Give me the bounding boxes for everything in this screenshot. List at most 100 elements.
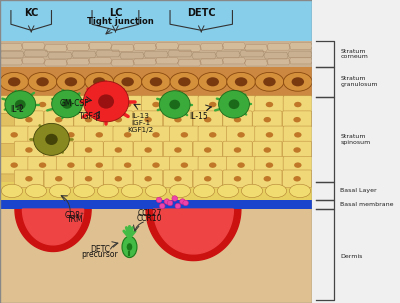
FancyBboxPatch shape: [141, 126, 171, 144]
Polygon shape: [168, 50, 192, 57]
Ellipse shape: [237, 132, 245, 138]
FancyBboxPatch shape: [226, 156, 256, 174]
Polygon shape: [96, 50, 120, 57]
Ellipse shape: [83, 81, 129, 122]
Ellipse shape: [114, 147, 122, 153]
Text: Dermis: Dermis: [340, 254, 362, 258]
Text: CCR10: CCR10: [137, 214, 162, 223]
FancyBboxPatch shape: [28, 156, 57, 174]
Ellipse shape: [235, 77, 247, 86]
Text: LC: LC: [109, 8, 122, 18]
FancyBboxPatch shape: [141, 156, 171, 174]
Ellipse shape: [234, 176, 241, 181]
FancyBboxPatch shape: [56, 126, 86, 144]
Bar: [0, 182, 312, 200]
FancyBboxPatch shape: [255, 156, 284, 174]
FancyBboxPatch shape: [198, 156, 227, 174]
Ellipse shape: [121, 184, 143, 198]
FancyBboxPatch shape: [134, 170, 163, 188]
Ellipse shape: [55, 117, 62, 122]
Bar: [15, 200, 22, 211]
FancyBboxPatch shape: [170, 96, 199, 113]
Polygon shape: [267, 58, 290, 65]
FancyBboxPatch shape: [223, 111, 252, 128]
Text: Stratum
granulosum: Stratum granulosum: [340, 76, 378, 87]
Ellipse shape: [85, 176, 92, 181]
Ellipse shape: [198, 72, 227, 91]
Ellipse shape: [294, 132, 302, 138]
Ellipse shape: [284, 72, 312, 91]
FancyBboxPatch shape: [163, 111, 192, 128]
Polygon shape: [144, 51, 168, 58]
Ellipse shape: [217, 184, 239, 198]
FancyBboxPatch shape: [163, 141, 192, 159]
FancyBboxPatch shape: [0, 126, 29, 144]
FancyBboxPatch shape: [283, 156, 312, 174]
Ellipse shape: [25, 117, 33, 122]
Bar: [0, 0, 312, 41]
Ellipse shape: [144, 117, 152, 122]
FancyBboxPatch shape: [113, 126, 142, 144]
FancyBboxPatch shape: [104, 141, 133, 159]
Ellipse shape: [49, 184, 71, 198]
FancyBboxPatch shape: [44, 141, 73, 159]
Ellipse shape: [5, 91, 36, 118]
Text: IL-13
IGF-1
KGF1/2: IL-13 IGF-1 KGF1/2: [127, 113, 154, 133]
Polygon shape: [222, 58, 246, 64]
Ellipse shape: [85, 117, 92, 122]
Ellipse shape: [56, 72, 85, 91]
Ellipse shape: [181, 162, 188, 168]
Polygon shape: [146, 209, 241, 261]
Ellipse shape: [55, 147, 62, 153]
Polygon shape: [66, 58, 90, 65]
Polygon shape: [178, 60, 201, 66]
Ellipse shape: [96, 162, 103, 168]
Ellipse shape: [237, 102, 245, 107]
Ellipse shape: [174, 147, 182, 153]
Ellipse shape: [263, 77, 276, 86]
Polygon shape: [289, 43, 312, 49]
FancyBboxPatch shape: [253, 111, 282, 128]
Ellipse shape: [266, 102, 273, 107]
Circle shape: [183, 200, 188, 206]
Ellipse shape: [85, 147, 92, 153]
Ellipse shape: [227, 72, 256, 91]
FancyBboxPatch shape: [44, 170, 73, 188]
FancyBboxPatch shape: [74, 111, 103, 128]
Polygon shape: [288, 51, 312, 58]
Ellipse shape: [241, 184, 263, 198]
Ellipse shape: [25, 176, 33, 181]
FancyBboxPatch shape: [198, 126, 227, 144]
Ellipse shape: [152, 162, 160, 168]
Ellipse shape: [204, 176, 212, 181]
Ellipse shape: [97, 184, 119, 198]
FancyBboxPatch shape: [104, 170, 133, 188]
Text: KC: KC: [24, 8, 38, 18]
FancyBboxPatch shape: [56, 96, 86, 113]
Ellipse shape: [45, 134, 58, 145]
Polygon shape: [22, 209, 84, 245]
Polygon shape: [111, 45, 134, 52]
Ellipse shape: [67, 132, 75, 138]
Polygon shape: [178, 45, 201, 52]
FancyBboxPatch shape: [85, 96, 114, 113]
Ellipse shape: [289, 184, 311, 198]
Text: Basal membrane: Basal membrane: [340, 202, 394, 207]
Text: CD8⁺: CD8⁺: [65, 211, 85, 220]
Ellipse shape: [255, 72, 284, 91]
FancyBboxPatch shape: [283, 126, 312, 144]
Polygon shape: [240, 50, 264, 57]
Ellipse shape: [122, 236, 137, 258]
Polygon shape: [22, 58, 45, 64]
Ellipse shape: [25, 147, 33, 153]
Text: CCL27: CCL27: [138, 209, 162, 218]
Ellipse shape: [159, 91, 190, 118]
Polygon shape: [66, 44, 90, 50]
Polygon shape: [111, 60, 134, 66]
FancyBboxPatch shape: [85, 156, 114, 174]
FancyBboxPatch shape: [104, 111, 133, 128]
Ellipse shape: [10, 162, 18, 168]
FancyBboxPatch shape: [134, 111, 163, 128]
Ellipse shape: [152, 102, 160, 107]
Ellipse shape: [209, 162, 216, 168]
